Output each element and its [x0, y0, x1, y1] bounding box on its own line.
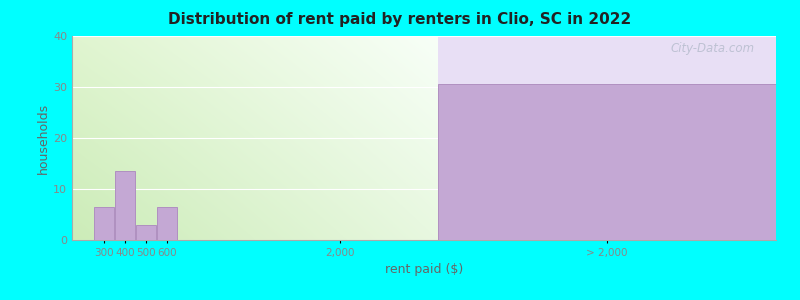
- Bar: [438, 84, 776, 240]
- Bar: [94, 207, 114, 240]
- Text: Distribution of rent paid by renters in Clio, SC in 2022: Distribution of rent paid by renters in …: [168, 12, 632, 27]
- Bar: [438, 36, 776, 240]
- Y-axis label: households: households: [38, 102, 50, 174]
- X-axis label: rent paid ($): rent paid ($): [385, 263, 463, 276]
- Bar: [157, 207, 177, 240]
- Bar: [115, 171, 134, 240]
- Bar: [136, 225, 156, 240]
- Text: City-Data.com: City-Data.com: [670, 42, 755, 55]
